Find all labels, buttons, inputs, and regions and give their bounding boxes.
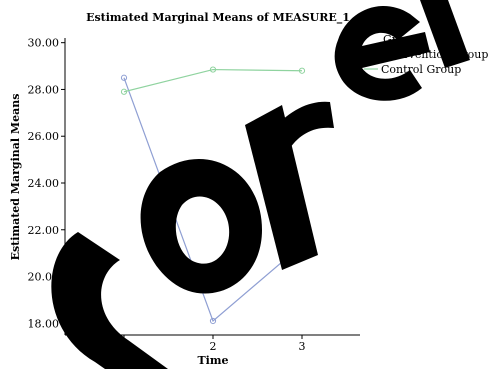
y-tick-label: 24.00	[28, 177, 60, 190]
chart-title: Estimated Marginal Means of MEASURE_1	[86, 11, 350, 25]
y-tick-label: 26.00	[28, 130, 60, 143]
watermark	[51, 0, 470, 369]
data-point	[120, 88, 128, 95]
data-point	[209, 66, 217, 73]
y-tick-label: 22.00	[28, 224, 60, 237]
data-point	[298, 67, 306, 74]
y-tick-label: 30.00	[28, 37, 60, 50]
x-axis-title: Time	[197, 354, 228, 367]
series-line-control	[123, 68, 303, 93]
y-tick-label: 20.00	[28, 271, 60, 284]
series-line-intervention	[123, 77, 303, 322]
x-ticks: 123	[121, 335, 306, 353]
y-ticks: 18.00 20.00 22.00 24.00 26.00 28.00 30.00	[28, 37, 65, 330]
y-tick-label: 28.00	[28, 83, 60, 96]
data-point	[209, 317, 217, 325]
x-tick-label: 2	[210, 340, 217, 353]
data-point	[120, 74, 128, 81]
legend-label: Control Group	[381, 63, 461, 76]
y-axis-title: Estimated Marginal Means	[9, 94, 22, 261]
y-tick-label: 18.00	[28, 317, 60, 330]
x-tick-label: 3	[299, 340, 306, 353]
